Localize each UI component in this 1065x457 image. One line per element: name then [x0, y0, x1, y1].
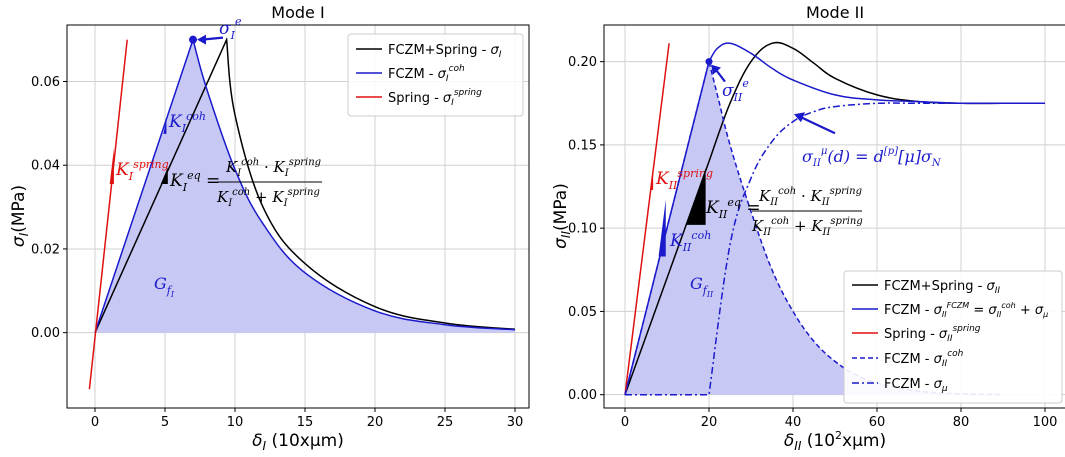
- y-tick-label: 0.10: [568, 222, 597, 237]
- y-tick-label: 0.00: [31, 326, 60, 341]
- mu-arrowhead: [794, 112, 805, 123]
- y-axis-label: σI(MPa): [9, 185, 31, 247]
- x-tick-label: 100: [1033, 415, 1058, 430]
- eq-denominator: KIIcoh + KIIspring: [751, 216, 863, 238]
- k-coh-triangle: [163, 119, 167, 134]
- x-tick-label: 60: [869, 415, 886, 430]
- k-spring-triangle: [650, 166, 654, 190]
- legend-box: [347, 33, 524, 117]
- y-tick-label: 0.06: [31, 75, 60, 90]
- x-axis-label: δII (102xμm): [784, 429, 886, 453]
- x-tick-label: 30: [507, 415, 524, 430]
- k-eq-triangle: [686, 168, 706, 225]
- series-line-2: [88, 39, 128, 390]
- k-spring-label: KIspring: [115, 158, 169, 183]
- gf-area: [95, 39, 515, 333]
- peak-label: σIe: [219, 15, 242, 42]
- chart-title: Mode II: [806, 3, 864, 22]
- x-tick-label: 20: [367, 415, 384, 430]
- k-spring-triangle: [109, 148, 114, 185]
- peak-arrowhead: [197, 34, 206, 45]
- y-tick-label: 0.04: [31, 159, 60, 174]
- eq-numerator: KIIcoh · KIIspring: [758, 186, 862, 208]
- chart-mode-ii: Mode II 0 20 40 60 80 100 0.00 0.05 0.10 0.15 0.20…: [551, 3, 1065, 453]
- series-line-0: [94, 36, 516, 334]
- legend: FCZM+Spring - σII FCZM - σIIFCZM = σIIco…: [843, 270, 1063, 404]
- plot-frame: [66, 24, 530, 409]
- peak-label: σIIe: [722, 77, 749, 104]
- legend-entry: FCZM+Spring - σII: [884, 279, 1000, 296]
- x-tick-label: 10: [227, 415, 244, 430]
- chart-mode-i: Mode I 0 5 10 15 20 25 30 0.00 0.02 0.04 0.06 δI (…: [9, 3, 530, 453]
- chart-title: Mode I: [271, 3, 324, 22]
- peak-arrowhead: [711, 64, 721, 75]
- eq-numerator: KIcoh · KIspring: [225, 157, 321, 179]
- plot-frame: [603, 24, 1065, 409]
- y-tick-label: 0.05: [568, 305, 597, 320]
- series-line-4: [625, 102, 1008, 396]
- series-line-1: [94, 37, 516, 333]
- legend-entry: FCZM - σμ: [884, 377, 948, 394]
- y-tick-label: 0.15: [568, 138, 597, 153]
- y-tick-label: 0.00: [568, 388, 597, 403]
- legend-entry: FCZM - σIcoh: [388, 64, 465, 84]
- k-eq-triangle: [160, 167, 168, 185]
- x-tick-label: 15: [297, 415, 314, 430]
- series-line-2: [624, 43, 670, 395]
- y-axis-label: σII(MPa): [551, 183, 573, 249]
- x-tick-label: 80: [953, 415, 970, 430]
- x-tick-label: 0: [91, 415, 99, 430]
- x-tick-label: 25: [437, 415, 454, 430]
- eq-denominator: KIcoh + KIspring: [216, 187, 320, 209]
- ticks: 0 5 10 15 20 25 30 0.00 0.02 0.04 0.06: [31, 75, 523, 430]
- peak-marker: [705, 58, 713, 66]
- x-tick-label: 40: [785, 415, 802, 430]
- peak-marker: [189, 35, 197, 44]
- mu-arrow: [800, 116, 836, 135]
- legend-box: [843, 270, 1063, 404]
- x-tick-label: 0: [621, 415, 629, 430]
- x-tick-label: 20: [701, 415, 718, 430]
- legend: FCZM+Spring - σI FCZM - σIcoh Spring - σ…: [347, 33, 524, 117]
- series-lines: [88, 36, 516, 390]
- k-coh-triangle: [658, 199, 666, 257]
- x-axis-label: δI (10xμm): [252, 431, 344, 453]
- mu-equation: σIIμ(d) = d[p][μ]σN: [802, 146, 942, 169]
- y-tick-label: 0.20: [568, 55, 597, 70]
- ticks: 0 20 40 60 80 100 0.00 0.05 0.10 0.15 0.20: [568, 55, 1057, 430]
- x-tick-label: 5: [161, 415, 169, 430]
- y-tick-label: 0.02: [31, 242, 60, 257]
- legend-entry: FCZM+Spring - σI: [388, 43, 502, 60]
